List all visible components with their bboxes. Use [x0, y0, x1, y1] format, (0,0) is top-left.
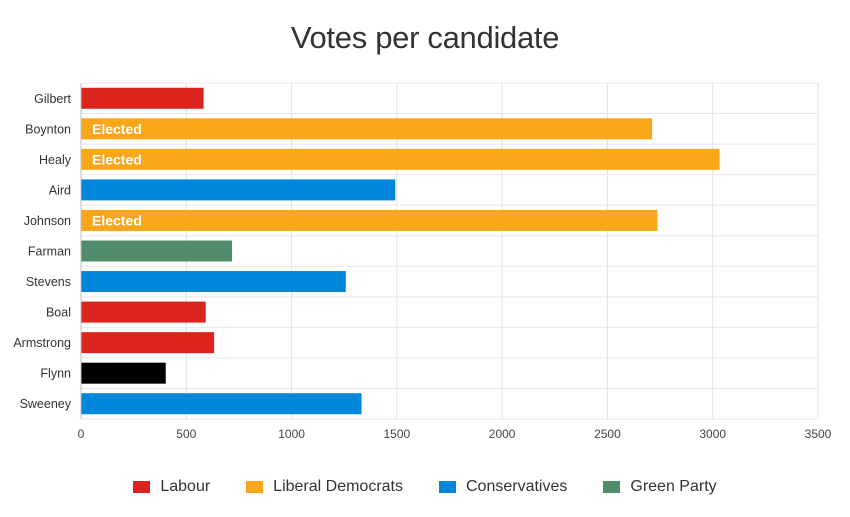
- elected-label: Elected: [92, 121, 142, 137]
- x-tick-label: 1500: [384, 427, 411, 441]
- bar-boal: [81, 301, 206, 323]
- legend-label: Green Party: [630, 478, 717, 495]
- legend-swatch: [246, 481, 264, 493]
- bar-flynn: [81, 362, 166, 384]
- candidate-label: Aird: [49, 183, 71, 197]
- legend-item[interactable]: Liberal Democrats: [246, 478, 403, 496]
- x-tick-label: 3000: [699, 427, 726, 441]
- candidate-label: Johnson: [24, 214, 71, 228]
- legend-item[interactable]: Conservatives: [439, 478, 567, 496]
- legend-swatch: [133, 481, 151, 493]
- candidate-label: Boal: [46, 306, 71, 320]
- legend-swatch: [603, 481, 621, 493]
- legend-label: Labour: [160, 478, 211, 495]
- bar-farman: [81, 240, 233, 262]
- candidate-label: Healy: [39, 153, 72, 167]
- legend-item[interactable]: Labour: [133, 478, 210, 496]
- bar-healy: [81, 148, 720, 170]
- x-tick-label: 2000: [489, 427, 516, 441]
- x-tick-label: 2500: [594, 427, 621, 441]
- candidate-label: Gilbert: [34, 92, 71, 106]
- x-tick-label: 3500: [805, 427, 832, 441]
- candidate-label: Armstrong: [13, 336, 71, 350]
- legend-item[interactable]: Green Party: [603, 478, 717, 496]
- bar-sweeney: [81, 393, 362, 415]
- candidate-label: Sweeney: [20, 397, 72, 411]
- bar-gilbert: [81, 87, 204, 109]
- chart-legend: Labour Liberal Democrats Conservatives Gree…: [0, 478, 850, 496]
- x-tick-label: 0: [78, 427, 85, 441]
- bar-johnson: [81, 209, 658, 231]
- bar-stevens: [81, 271, 346, 293]
- legend-label: Liberal Democrats: [273, 478, 403, 495]
- bar-aird: [81, 179, 396, 201]
- elected-label: Elected: [92, 212, 142, 228]
- candidate-label: Farman: [28, 245, 71, 259]
- candidate-label: Boynton: [25, 122, 71, 136]
- x-tick-label: 1000: [278, 427, 305, 441]
- candidate-label: Stevens: [26, 275, 71, 289]
- x-tick-label: 500: [176, 427, 196, 441]
- elected-label: Elected: [92, 151, 142, 167]
- legend-label: Conservatives: [466, 478, 568, 495]
- legend-swatch: [439, 481, 456, 493]
- chart-title: Votes per candidate: [290, 20, 560, 55]
- bar-boynton: [81, 118, 653, 140]
- bar-armstrong: [81, 332, 215, 354]
- candidate-label: Flynn: [40, 367, 71, 381]
